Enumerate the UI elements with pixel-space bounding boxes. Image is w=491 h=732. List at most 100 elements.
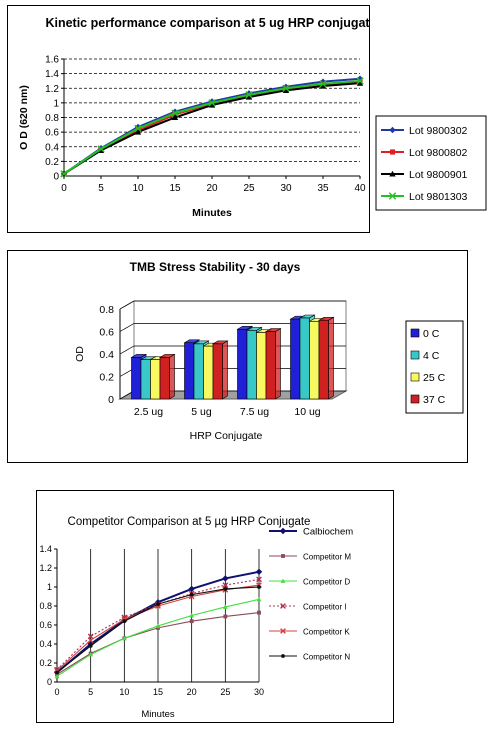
x-tick-label: 2.5 ug (134, 406, 163, 418)
bar (203, 345, 214, 400)
legend-label: Lot 9800802 (409, 147, 468, 159)
kinetic-chart-panel: Kinetic performance comparison at 5 ug H… (7, 5, 370, 233)
data-point (222, 604, 228, 609)
legend-label: 4 C (423, 350, 440, 362)
y-tick-label: 0 (53, 172, 59, 183)
legend-swatch (410, 328, 420, 338)
legend-label: Lot 9801303 (409, 191, 468, 203)
series-line (63, 80, 361, 175)
legend-marker (279, 527, 287, 535)
tmb-stability-chart: TMB Stress Stability - 30 days 0 0.2 0.4 0.6… (74, 260, 464, 442)
legend-label: Lot 9800302 (409, 125, 468, 137)
bar (299, 317, 310, 400)
bar (318, 319, 329, 400)
y-tick-label: 0 (108, 394, 114, 406)
data-point (171, 108, 179, 115)
bar (193, 343, 204, 400)
x-axis-label: Minutes (192, 207, 232, 219)
data-point (208, 99, 216, 107)
legend-label: Competitor N (303, 653, 350, 662)
y-axis-label: OD (74, 346, 86, 362)
legend-swatch (410, 350, 420, 360)
y-tick-label: 0.6 (45, 128, 59, 139)
bar (131, 357, 142, 400)
x-tick-label: 5 (88, 687, 93, 697)
data-point (97, 145, 105, 153)
data-point (222, 582, 229, 588)
data-point (257, 585, 261, 589)
y-tick-label: 0.8 (45, 113, 59, 124)
data-point (282, 84, 290, 92)
legend-marker (389, 126, 396, 134)
legend-marker (281, 654, 285, 658)
y-tick-label: 1.2 (39, 563, 52, 573)
bar (140, 359, 151, 400)
bar-side (275, 327, 281, 400)
bar (265, 331, 276, 400)
x-tick-label: 0 (61, 183, 67, 194)
series-line (63, 77, 361, 175)
data-point (134, 123, 142, 131)
bar (309, 321, 320, 400)
y-tick-label: 0.8 (39, 601, 52, 611)
chart-title: Competitor Comparison at 5 µg HRP Conjug… (68, 516, 311, 528)
data-point (222, 575, 229, 582)
chart-title: Kinetic performance comparison at 5 ug H… (45, 16, 369, 30)
data-point (255, 568, 263, 575)
x-tick-label: 10 (119, 687, 129, 697)
y-tick-label: 1 (53, 98, 59, 109)
x-tick-label: 10 ug (294, 406, 320, 418)
bar (256, 332, 267, 400)
legend-label: 25 C (423, 372, 446, 384)
data-point (257, 610, 261, 615)
data-point (189, 613, 195, 618)
x-axis-label: Minutes (141, 709, 175, 720)
legend-label: Calbiochem (303, 527, 353, 538)
competitor-chart: Competitor Comparison at 5 µg HRP Conjug… (39, 516, 353, 720)
x-tick-label: 20 (187, 687, 197, 697)
y-tick-label: 1.2 (45, 84, 59, 95)
legend-box (375, 115, 487, 211)
x-tick-label: 40 (354, 183, 366, 194)
data-point (356, 77, 364, 85)
y-tick-label: 0 (47, 677, 52, 687)
x-tick-label: 15 (153, 687, 163, 697)
legend-marker (389, 170, 396, 177)
bar (237, 328, 248, 400)
y-tick-label: 1 (47, 582, 52, 592)
data-point (256, 596, 262, 602)
data-point (88, 643, 93, 648)
bar (246, 330, 257, 400)
x-tick-label: 5 ug (191, 406, 212, 418)
bar (290, 318, 301, 400)
kinetic-chart: Kinetic performance comparison at 5 ug H… (18, 16, 369, 219)
y-tick-label: 0.2 (45, 157, 59, 168)
data-point (319, 78, 327, 85)
competitor-chart-panel: Competitor Comparison at 5 µg HRP Conjug… (36, 490, 394, 723)
legend-label: Competitor I (303, 603, 347, 612)
bar-side (222, 340, 228, 400)
legend-label: 0 C (423, 328, 440, 340)
gridline (119, 300, 346, 310)
bar (159, 357, 170, 400)
y-tick-label: 0.4 (39, 639, 52, 649)
x-tick-label: 5 (98, 183, 104, 194)
series-line (63, 79, 361, 175)
bar-side (169, 353, 175, 400)
bar (150, 359, 161, 400)
legend-swatch (410, 394, 420, 404)
data-point (319, 80, 327, 88)
legend-label: Competitor K (303, 628, 350, 637)
data-point (88, 652, 94, 657)
bar-side (328, 316, 334, 400)
y-tick-label: 0.2 (99, 372, 114, 384)
y-tick-label: 0.2 (39, 658, 52, 668)
data-point (189, 592, 194, 597)
data-point (356, 79, 364, 86)
x-tick-label: 15 (169, 183, 181, 194)
y-tick-label: 0.6 (99, 327, 114, 339)
data-point (208, 101, 216, 108)
legend-label: Competitor D (303, 578, 350, 587)
gridline (119, 323, 346, 332)
y-tick-label: 0.6 (39, 620, 52, 630)
